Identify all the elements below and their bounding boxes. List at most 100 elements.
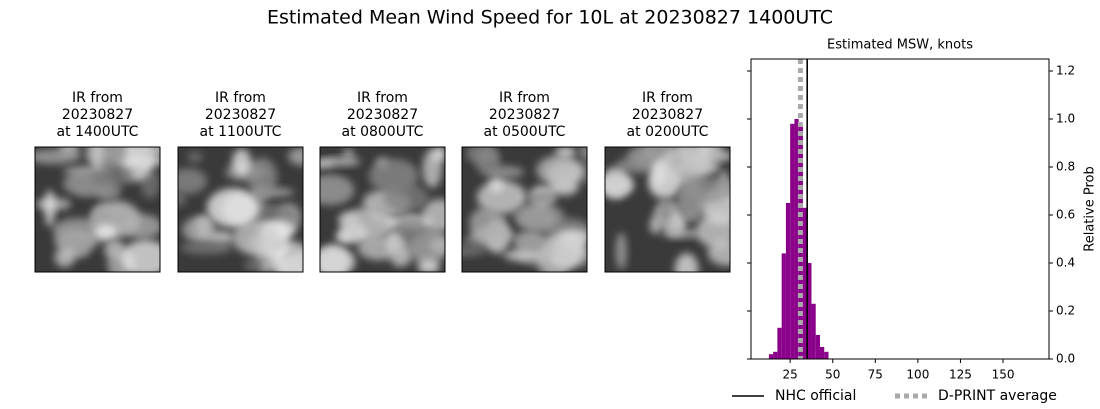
cloud bbox=[421, 199, 445, 232]
cloud bbox=[206, 188, 259, 228]
figure-title: Estimated Mean Wind Speed for 10L at 202… bbox=[267, 7, 833, 29]
cloud bbox=[232, 220, 282, 256]
cloud bbox=[652, 159, 666, 188]
cloud bbox=[476, 180, 527, 215]
image-content bbox=[320, 147, 445, 272]
cloud bbox=[659, 197, 671, 224]
cloud bbox=[244, 259, 263, 272]
panel-label: at 0200UTC bbox=[627, 124, 709, 140]
bar bbox=[768, 354, 774, 359]
cloud bbox=[682, 176, 730, 202]
legend-label: NHC official bbox=[775, 388, 856, 404]
y-tick-label: 1.0 bbox=[1056, 112, 1075, 126]
cloud bbox=[44, 189, 55, 227]
cloud bbox=[649, 216, 662, 235]
panel-label: IR from bbox=[357, 90, 408, 106]
satellite-image bbox=[177, 146, 304, 273]
cloud bbox=[670, 160, 720, 174]
cloud bbox=[666, 222, 682, 237]
image-content bbox=[35, 147, 160, 272]
panel-label: at 0800UTC bbox=[342, 124, 424, 140]
y-tick-label: 0.4 bbox=[1056, 256, 1075, 270]
x-tick-label: 75 bbox=[868, 368, 883, 382]
cloud bbox=[335, 230, 353, 243]
panel-label: 20230827 bbox=[205, 107, 276, 123]
panel-label: 20230827 bbox=[489, 107, 560, 123]
satellite-image bbox=[461, 146, 588, 273]
bar bbox=[811, 303, 816, 359]
chart-title: Estimated MSW, knots bbox=[827, 38, 973, 53]
cloud bbox=[579, 147, 587, 161]
cloud bbox=[231, 148, 252, 176]
cloud bbox=[180, 241, 234, 255]
panel-label: 20230827 bbox=[632, 107, 703, 123]
cloud bbox=[518, 205, 557, 232]
cloud bbox=[375, 156, 389, 168]
legend-label: D-PRINT average bbox=[938, 388, 1057, 404]
bar bbox=[819, 347, 825, 359]
panel-label: at 1400UTC bbox=[57, 124, 139, 140]
cloud bbox=[357, 235, 400, 261]
y-tick-label: 1.2 bbox=[1056, 64, 1075, 78]
cloud bbox=[121, 155, 160, 167]
x-tick-label: 150 bbox=[992, 368, 1015, 382]
cloud bbox=[469, 206, 505, 240]
cloud bbox=[52, 217, 104, 243]
cloud bbox=[557, 229, 587, 246]
cloud bbox=[536, 155, 582, 186]
bar bbox=[807, 263, 812, 359]
y-tick-label: 0.0 bbox=[1056, 352, 1075, 366]
cloud bbox=[90, 164, 134, 188]
x-tick-label: 100 bbox=[906, 368, 929, 382]
satellite-image bbox=[319, 146, 446, 273]
image-frame bbox=[319, 146, 446, 273]
panel-label: 20230827 bbox=[62, 107, 133, 123]
cloud bbox=[288, 147, 303, 166]
cloud bbox=[342, 148, 355, 160]
image-frame bbox=[604, 146, 731, 273]
cloud bbox=[94, 224, 117, 240]
panel-label: IR from bbox=[499, 90, 550, 106]
bar bbox=[794, 119, 799, 359]
bar bbox=[773, 351, 778, 359]
bar bbox=[815, 335, 820, 359]
cloud bbox=[342, 207, 395, 241]
panel-label: 20230827 bbox=[347, 107, 418, 123]
cloud bbox=[465, 147, 497, 164]
cloud bbox=[178, 190, 186, 207]
cloud bbox=[123, 214, 160, 239]
bar bbox=[824, 351, 829, 359]
bar bbox=[785, 203, 791, 359]
y-tick-label: 0.2 bbox=[1056, 304, 1075, 318]
panel-label: at 0500UTC bbox=[484, 124, 566, 140]
image-frame bbox=[177, 146, 304, 273]
cloud bbox=[417, 259, 440, 272]
plot-area bbox=[768, 59, 829, 359]
x-tick-label: 125 bbox=[949, 368, 972, 382]
cloud bbox=[54, 247, 75, 268]
cloud bbox=[617, 155, 661, 174]
cloud bbox=[125, 147, 160, 157]
cloud bbox=[715, 151, 730, 161]
plot-frame bbox=[750, 58, 1050, 360]
cloud bbox=[503, 249, 544, 262]
bar bbox=[802, 207, 808, 359]
cloud bbox=[121, 239, 160, 272]
cloud bbox=[323, 157, 361, 166]
cloud bbox=[383, 183, 429, 213]
cloud bbox=[605, 166, 630, 200]
cloud bbox=[536, 238, 572, 272]
cloud bbox=[512, 230, 546, 252]
cloud bbox=[89, 147, 105, 170]
y-tick-label: 0.6 bbox=[1056, 208, 1075, 222]
cloud bbox=[526, 191, 557, 204]
x-tick-label: 50 bbox=[825, 368, 840, 382]
bar bbox=[790, 123, 795, 359]
bar bbox=[777, 327, 782, 359]
panel-label: IR from bbox=[72, 90, 123, 106]
cloud bbox=[432, 147, 445, 163]
cloud bbox=[696, 213, 730, 249]
cloud bbox=[182, 216, 216, 243]
cloud bbox=[247, 157, 278, 198]
